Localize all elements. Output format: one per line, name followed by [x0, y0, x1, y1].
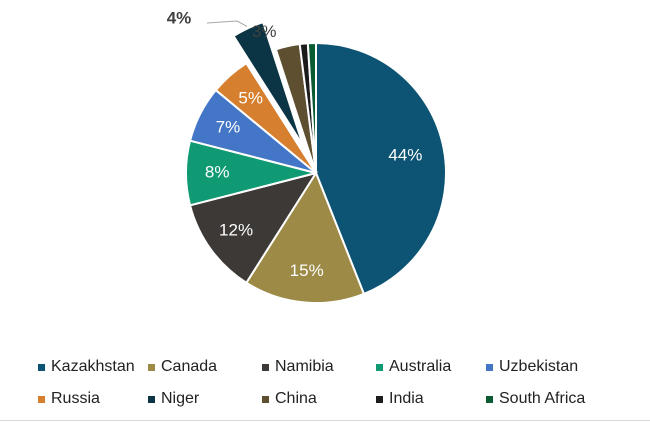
- legend-swatch-namibia: [262, 363, 269, 371]
- legend-swatch-india: [376, 395, 383, 403]
- pie-chart: 44% 15% 12% 8% 7% 5% 4% 3%: [167, 8, 447, 304]
- legend-row: Russia Niger China India South Africa: [38, 387, 638, 419]
- pie-slice-namibia: [188, 171, 319, 285]
- divider: [0, 420, 650, 421]
- legend-swatch-russia: [38, 395, 45, 403]
- legend-item-south-africa: South Africa: [486, 390, 585, 408]
- legend-item-canada: Canada: [148, 358, 217, 376]
- legend-swatch-china: [262, 395, 269, 403]
- legend-item-russia: Russia: [38, 390, 100, 408]
- legend-label-russia: Russia: [51, 390, 100, 407]
- legend-item-namibia: Namibia: [262, 358, 334, 376]
- legend-label-canada: Canada: [161, 358, 218, 375]
- legend-label-china: China: [275, 390, 317, 407]
- legend-label-india: India: [389, 390, 424, 407]
- legend-label-niger: Niger: [161, 390, 200, 407]
- data-label-australia: 8%: [205, 162, 230, 181]
- data-label-uzbekistan: 7%: [216, 118, 241, 137]
- legend-label-uzbekistan: Uzbekistan: [499, 358, 579, 375]
- legend-item-india: India: [376, 390, 424, 408]
- pie-slice-niger: [232, 20, 305, 147]
- legend-item-kazakhstan: Kazakhstan: [38, 358, 135, 376]
- legend-swatch-kazakhstan: [38, 363, 45, 371]
- legend-item-china: China: [262, 390, 317, 408]
- legend-swatch-south-africa: [486, 395, 493, 403]
- legend-label-australia: Australia: [389, 358, 452, 375]
- legend-item-australia: Australia: [376, 358, 451, 376]
- legend-item-uzbekistan: Uzbekistan: [486, 358, 578, 376]
- legend-row: Kazakhstan Canada Namibia Australia Uzbekist…: [38, 355, 638, 387]
- pie-slice-south-africa: [306, 41, 317, 174]
- data-label-canada: 15%: [290, 261, 324, 280]
- legend-item-niger: Niger: [148, 390, 199, 408]
- pie-slice-canada: [244, 170, 366, 304]
- leader-line-niger: [206, 20, 248, 27]
- data-label-namibia: 12%: [219, 221, 253, 240]
- pie-slice-russia: [214, 61, 317, 174]
- data-label-russia: 5%: [238, 88, 263, 107]
- legend-label-south-africa: South Africa: [499, 390, 586, 407]
- pie-slice-kazakhstan: [315, 41, 447, 296]
- data-label-kazakhstan: 44%: [388, 145, 422, 164]
- legend-swatch-uzbekistan: [486, 363, 493, 371]
- data-label-niger: 4%: [167, 8, 192, 27]
- data-label-china: 3%: [252, 22, 277, 41]
- legend-label-kazakhstan: Kazakhstan: [51, 358, 135, 375]
- legend-swatch-canada: [148, 363, 155, 371]
- legend-swatch-australia: [376, 363, 383, 371]
- chart-legend: Kazakhstan Canada Namibia Australia Uzbekist…: [38, 355, 638, 419]
- legend-label-namibia: Namibia: [275, 358, 334, 375]
- legend-swatch-niger: [148, 395, 155, 403]
